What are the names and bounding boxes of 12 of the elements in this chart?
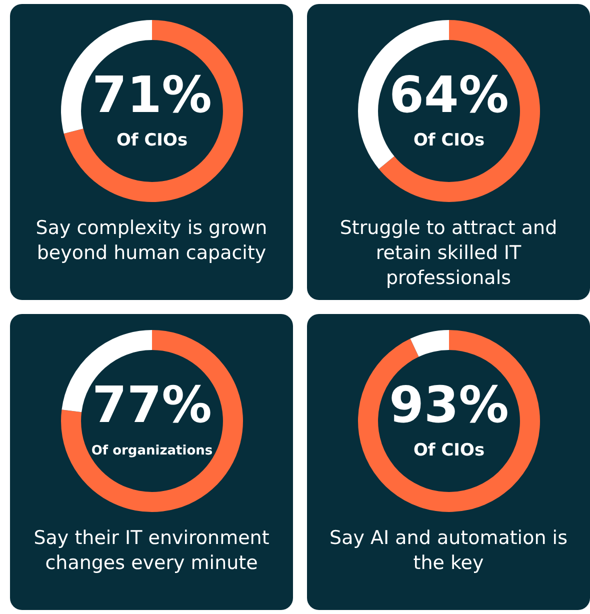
text: Say complexity is grown beyond human capacity (34, 216, 268, 266)
text: Of CIOs (412, 130, 484, 150)
data-label: 71% (92, 66, 212, 124)
text: Of CIOs (116, 130, 188, 150)
data-label: 64% (388, 66, 508, 124)
text: Struggle to attract and retain skilled IT professionals (338, 216, 558, 291)
text: Of organizations (90, 443, 212, 458)
text: Of CIOs (412, 440, 484, 460)
text: Say AI and automation is the key (328, 526, 568, 576)
text: Say their IT environment changes every minute (32, 526, 270, 576)
data-label: 77% (92, 376, 212, 434)
data-label: 93% (388, 376, 508, 434)
